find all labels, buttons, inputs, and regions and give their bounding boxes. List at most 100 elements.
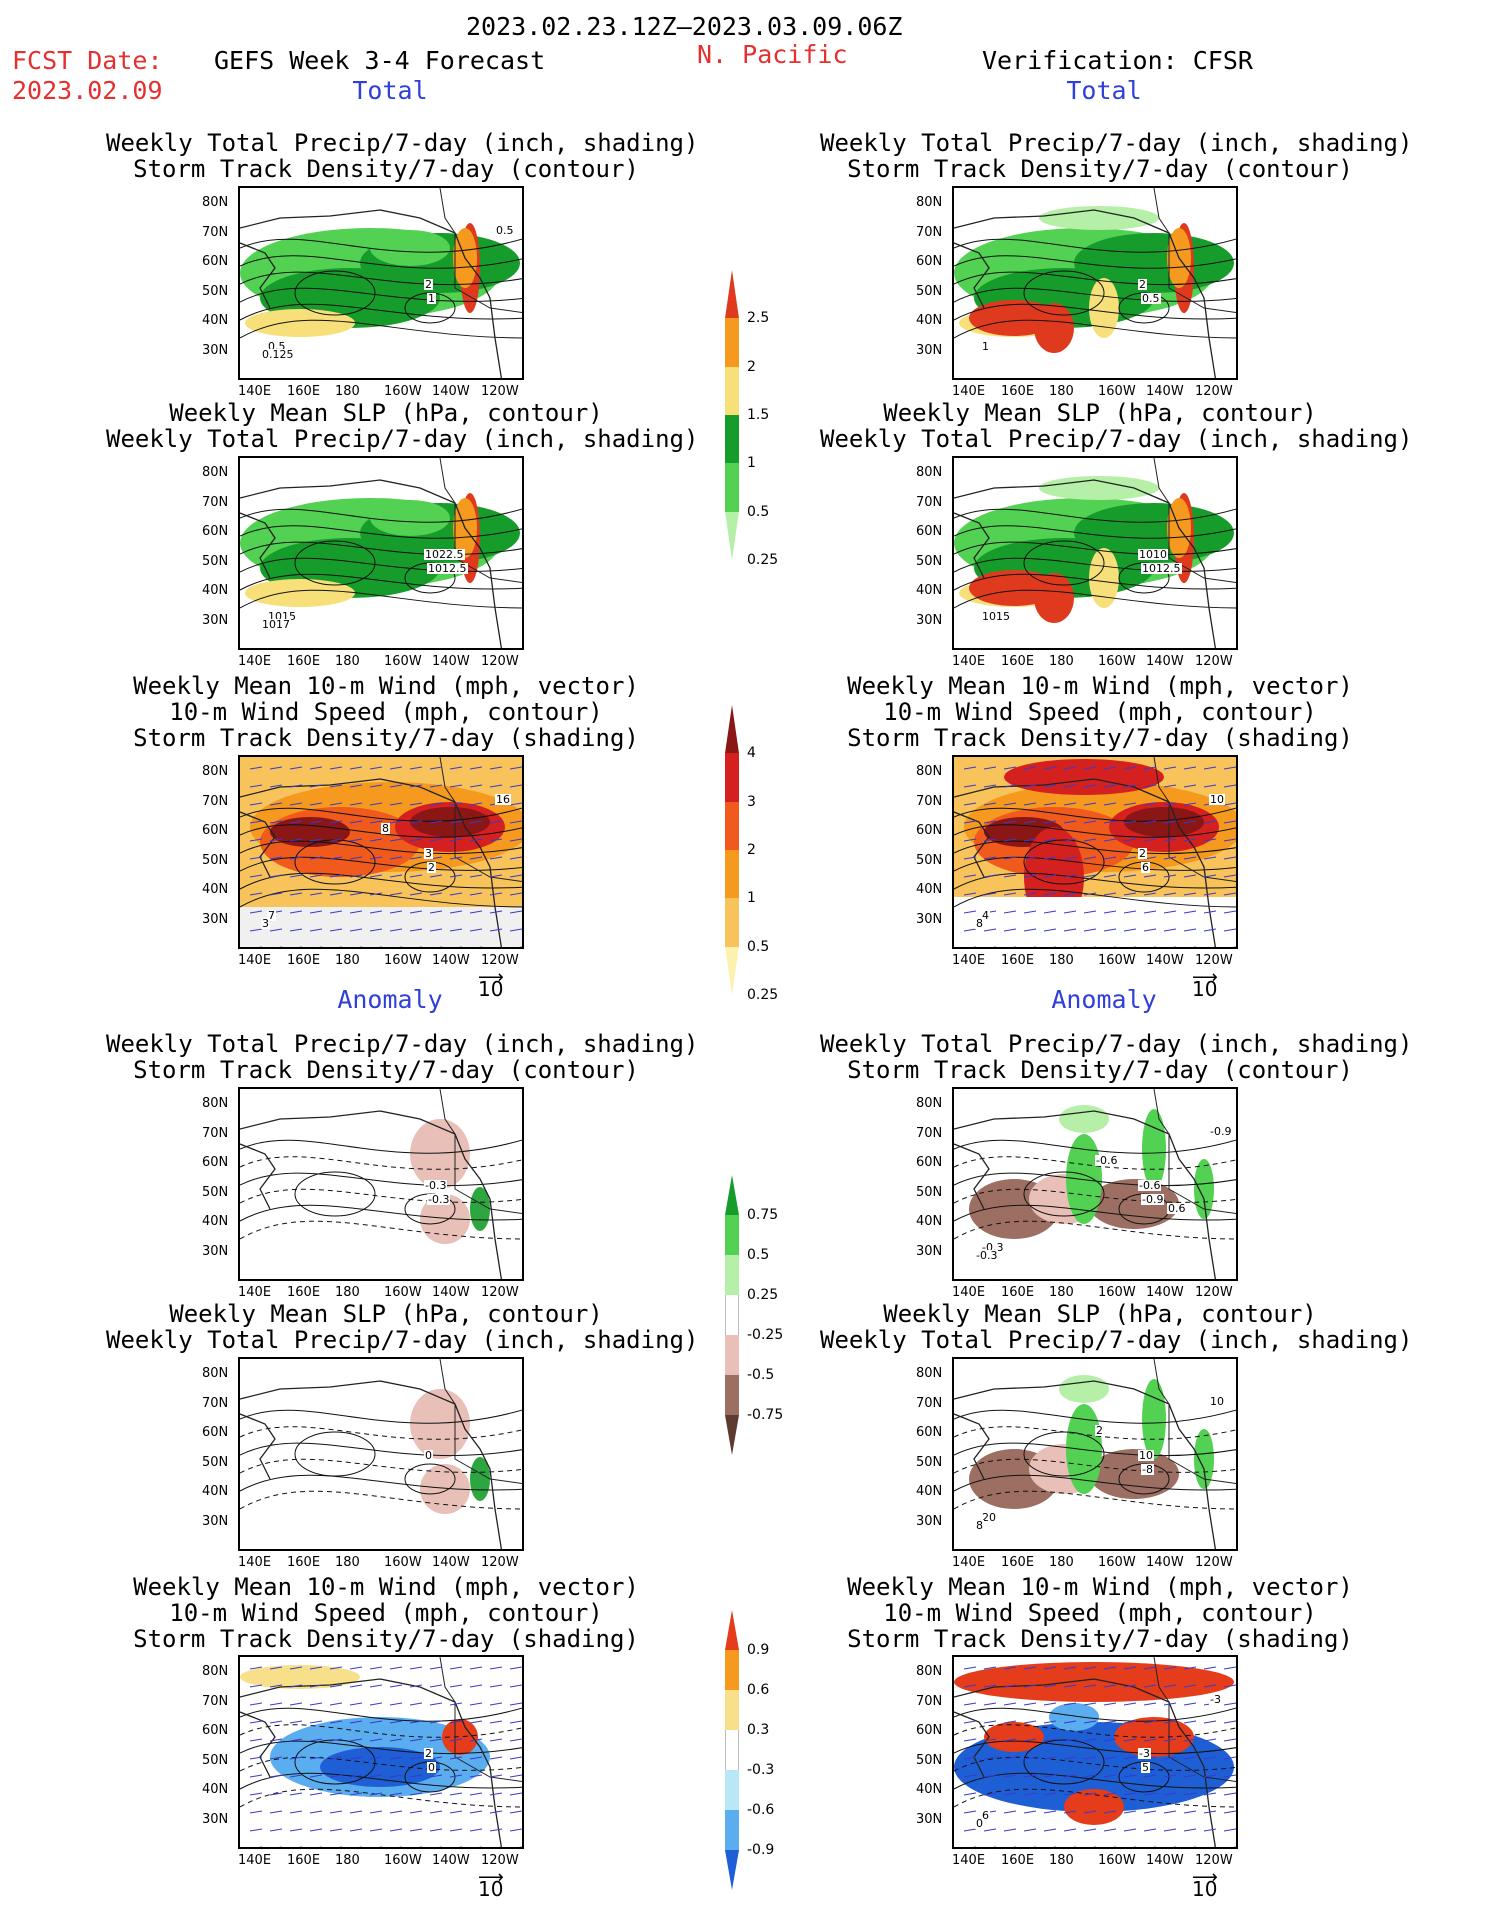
left-panel2-lat-tick: 80N xyxy=(202,465,229,480)
left-panel4-lon-tick: 140E xyxy=(238,1285,272,1300)
right-panel6-contour-label: 6 xyxy=(981,1809,990,1822)
left-panel5-contour-label: 0 xyxy=(424,1449,433,1462)
right-panel1-lat-tick: 80N xyxy=(916,195,943,210)
right-panel3-lon-tick: 180 xyxy=(1049,953,1074,968)
left-panel5-lat-tick: 50N xyxy=(202,1455,229,1470)
left-panel1-contour-label: 2 xyxy=(424,278,433,291)
right-panel5-lon-tick: 120W xyxy=(1195,1555,1233,1570)
left-panel4-lon-tick: 160W xyxy=(384,1285,422,1300)
right-panel6-lat-tick: 60N xyxy=(916,1723,943,1738)
left-panel4-lat-tick: 80N xyxy=(202,1096,229,1111)
right-panel3-map xyxy=(952,755,1238,949)
right-panel3-lon-tick: 160E xyxy=(1001,953,1035,968)
right-panel6-lat-tick: 70N xyxy=(916,1694,943,1709)
left-panel2-lon-tick: 140E xyxy=(238,654,272,669)
left-panel3-lat-tick: 60N xyxy=(202,823,229,838)
left-panel3-contour-label: 8 xyxy=(381,822,390,835)
vector-ref-value: 10 xyxy=(1192,1877,1218,1901)
right-panel6-title-line1: Weekly Mean 10-m Wind (mph, vector) xyxy=(847,1573,1353,1601)
right-panel6-contour-label: -3 xyxy=(1138,1747,1151,1760)
left-panel5-lon-tick: 160W xyxy=(384,1555,422,1570)
left-panel4-lat-tick: 50N xyxy=(202,1185,229,1200)
left-panel4-lon-tick: 120W xyxy=(481,1285,519,1300)
right-panel3-lon-tick: 140W xyxy=(1146,953,1184,968)
right-panel1-lat-tick: 50N xyxy=(916,284,943,299)
colorbar-storm_anom-label: -0.6 xyxy=(747,1802,775,1818)
colorbar-segment xyxy=(725,1730,739,1770)
left-panel2-lat-tick: 50N xyxy=(202,554,229,569)
colorbar-segment xyxy=(725,511,739,560)
left-panel2-lat-tick: 30N xyxy=(202,613,229,628)
right-panel4-lon-tick: 160W xyxy=(1098,1285,1136,1300)
left-panel3-vector-ref: ⟶ 10 xyxy=(478,967,504,1001)
left-panel3-lat-tick: 70N xyxy=(202,794,229,809)
colorbar-precip_total-label: 2 xyxy=(747,359,756,375)
right-panel4-contour-label: -0.9 xyxy=(1141,1193,1165,1206)
right-panel5-contour-label: 10 xyxy=(1138,1449,1154,1462)
right-panel2-lon-tick: 140W xyxy=(1146,654,1184,669)
left-panel2-lat-tick: 70N xyxy=(202,495,229,510)
left-panel6-lat-tick: 60N xyxy=(202,1723,229,1738)
right-panel3-contour-label: 2 xyxy=(1138,847,1147,860)
left-panel3-contour-label: 7 xyxy=(267,909,276,922)
left-panel1-lat-tick: 30N xyxy=(202,343,229,358)
colorbar-segment xyxy=(725,463,739,512)
colorbar-precip_total-label: 2.5 xyxy=(747,310,770,326)
left-panel3-lat-tick: 80N xyxy=(202,764,229,779)
left-panel6-lon-tick: 180 xyxy=(335,1853,360,1868)
right-panel6-lat-tick: 30N xyxy=(916,1812,943,1827)
right-panel3-vector-ref: ⟶ 10 xyxy=(1192,967,1218,1001)
colorbar-storm_total-label: 0.25 xyxy=(747,987,779,1003)
colorbar-segment xyxy=(725,366,739,415)
left-panel2-contour-label: 1022.5 xyxy=(424,548,465,561)
left-panel6-lat-tick: 30N xyxy=(202,1812,229,1827)
right-panel1-lon-tick: 160E xyxy=(1001,384,1035,399)
right-panel2-lon-tick: 160E xyxy=(1001,654,1035,669)
left-panel4-title-line1: Weekly Total Precip/7-day (inch, shading… xyxy=(106,1030,699,1058)
right-panel6-contour-label: 5 xyxy=(1141,1761,1150,1774)
vector-ref-value: 10 xyxy=(478,977,504,1001)
left-panel4-contour-label: -0.3 xyxy=(427,1193,451,1206)
left-panel6-contour-label: 0 xyxy=(427,1761,436,1774)
left-panel3-title-line1: Weekly Mean 10-m Wind (mph, vector) xyxy=(133,672,639,700)
right-panel4-lat-tick: 30N xyxy=(916,1244,943,1259)
left-panel2-title-line2: Weekly Total Precip/7-day (inch, shading… xyxy=(106,425,699,453)
colorbar-segment xyxy=(725,849,739,899)
right-panel1-contour-label: 1 xyxy=(981,340,990,353)
right-panel1-lat-tick: 60N xyxy=(916,254,943,269)
right-panel1-lat-tick: 40N xyxy=(916,313,943,328)
right-panel6-contour-label: -3 xyxy=(1209,1693,1222,1706)
right-panel4-contour-label: -0.9 xyxy=(1209,1125,1233,1138)
right-panel5-lat-tick: 50N xyxy=(916,1455,943,1470)
left-panel1-lon-tick: 120W xyxy=(481,384,519,399)
colorbar-storm_anom-label: 0.9 xyxy=(747,1642,770,1658)
colorbar-segment xyxy=(725,1415,739,1455)
right-panel1-lon-tick: 180 xyxy=(1049,384,1074,399)
left-panel3-contour-label: 16 xyxy=(495,793,511,806)
right-panel3-contour-label: 6 xyxy=(1141,861,1150,874)
left-panel3-lon-tick: 140W xyxy=(432,953,470,968)
left-panel1-contour-label: 1 xyxy=(427,292,436,305)
right-panel2-contour-label: 1012.5 xyxy=(1141,562,1182,575)
left-panel6-lon-tick: 160E xyxy=(287,1853,321,1868)
right-panel4-lon-tick: 140E xyxy=(952,1285,986,1300)
colorbar-storm_anom-label: 0.6 xyxy=(747,1682,770,1698)
right-panel3-title-line2: 10-m Wind Speed (mph, contour) xyxy=(883,698,1317,726)
left-panel3-lon-tick: 120W xyxy=(481,953,519,968)
colorbar-segment xyxy=(725,898,739,947)
right-panel3-lat-tick: 40N xyxy=(916,882,943,897)
right-panel2-contour-label: 1015 xyxy=(981,610,1011,623)
left-panel1-lon-tick: 160E xyxy=(287,384,321,399)
left-panel1-contour-label: 0.5 xyxy=(267,340,287,353)
left-panel5-lat-tick: 70N xyxy=(202,1396,229,1411)
right-panel2-lat-tick: 40N xyxy=(916,583,943,598)
left-panel3-title-line2: 10-m Wind Speed (mph, contour) xyxy=(169,698,603,726)
right-panel2-lat-tick: 50N xyxy=(916,554,943,569)
right-panel4-lon-tick: 140W xyxy=(1146,1285,1184,1300)
right-panel6-lon-tick: 180 xyxy=(1049,1853,1074,1868)
left-panel4-map xyxy=(238,1087,524,1281)
right-panel5-lon-tick: 140W xyxy=(1146,1555,1184,1570)
left-panel6-title-line3: Storm Track Density/7-day (shading) xyxy=(133,1625,639,1653)
colorbar-storm_total-label: 1 xyxy=(747,890,756,906)
vector-ref-value: 10 xyxy=(478,1877,504,1901)
